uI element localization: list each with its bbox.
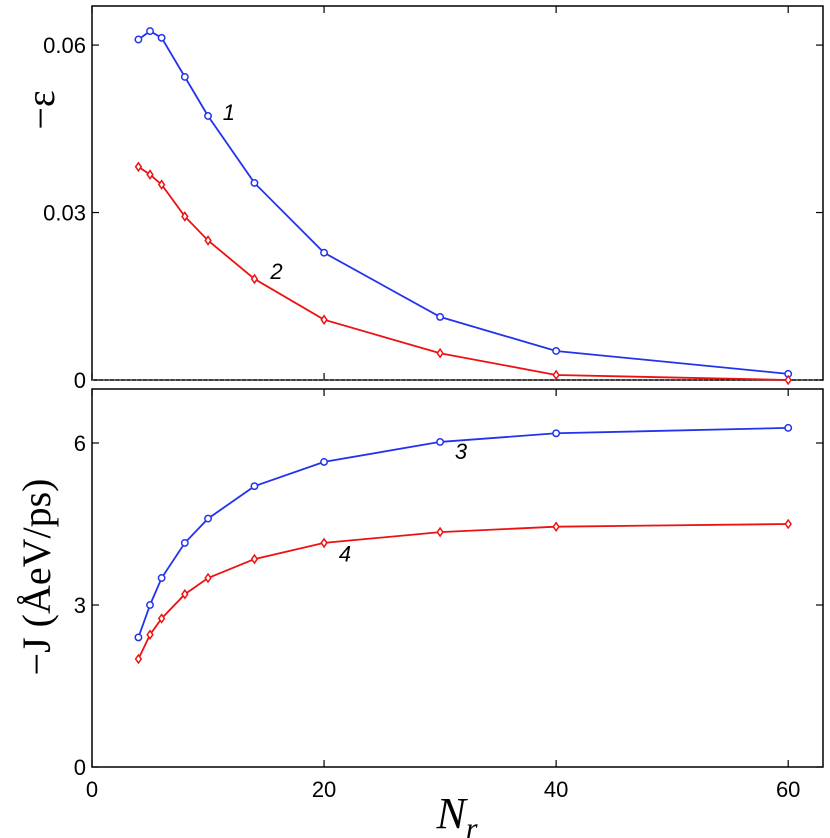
bottom-panel-ticks: 0 20 40 60 0 3 6 xyxy=(74,389,823,802)
y-tick-label: 6 xyxy=(74,431,86,456)
x-tick-label: 20 xyxy=(312,777,336,802)
bottom-panel-series xyxy=(134,423,793,665)
x-tick-label: 0 xyxy=(86,777,98,802)
series-4-point xyxy=(204,572,212,584)
series-3-point xyxy=(180,538,189,547)
series-3-point xyxy=(204,514,212,523)
series-2-point xyxy=(250,273,259,285)
top-panel-annotations: 12 xyxy=(223,100,283,284)
series-3-point xyxy=(784,423,793,432)
series-3-point xyxy=(552,429,561,438)
bottom-panel-frame xyxy=(91,388,824,768)
series-3-point xyxy=(146,601,154,609)
series-2-point xyxy=(784,374,792,386)
series-1-point xyxy=(180,72,189,81)
y-tick-label: 0.06 xyxy=(43,33,86,58)
series-2-point xyxy=(134,161,143,173)
series-1-point xyxy=(250,179,259,187)
series-2-point xyxy=(552,369,560,381)
series-2-point xyxy=(157,179,166,190)
series-2-point xyxy=(181,211,189,222)
series-4-point xyxy=(146,629,154,641)
series-1-point xyxy=(157,33,166,42)
top-y-axis-label: −ε xyxy=(18,90,63,129)
series-1-point xyxy=(320,248,329,257)
series-3-point xyxy=(157,574,166,582)
series-1-point xyxy=(204,112,212,120)
series-2-point xyxy=(436,347,444,359)
y-tick-label: 0 xyxy=(74,368,86,393)
y-tick-label: 0 xyxy=(74,755,86,780)
curve-label-3: 3 xyxy=(455,439,468,464)
bottom-panel-annotations: 34 xyxy=(339,439,468,567)
series-2-point xyxy=(146,169,154,180)
y-tick-label: 3 xyxy=(74,593,86,618)
series-3-point xyxy=(320,457,329,466)
x-axis-label: Nr xyxy=(435,789,477,838)
series-2-point xyxy=(320,314,328,326)
x-tick-label: 60 xyxy=(776,777,800,802)
y-tick-label: 0.03 xyxy=(43,201,86,226)
top-panel: 00.030.06 12 −ε xyxy=(18,5,824,393)
series-1-point xyxy=(436,312,445,321)
top-panel-series xyxy=(134,27,793,386)
x-axis-label-subscript: r xyxy=(466,812,478,838)
series-4-point xyxy=(157,613,166,624)
top-panel-frame xyxy=(91,5,824,381)
series-3-point xyxy=(250,482,259,491)
series-2-line xyxy=(137,166,789,381)
curve-label-4: 4 xyxy=(339,542,351,567)
curve-label-2: 2 xyxy=(269,259,282,284)
top-panel-ticks: 0 0.03 0.06 xyxy=(43,6,823,393)
series-4-point xyxy=(181,588,189,600)
curve-label-1: 1 xyxy=(223,100,235,125)
series-4-point xyxy=(436,526,444,538)
series-4-point xyxy=(250,553,259,565)
series-1-point xyxy=(146,27,154,36)
series-2-point xyxy=(204,235,212,246)
series-3-point xyxy=(134,633,143,642)
series-1-point xyxy=(134,35,143,44)
x-axis-label-main: N xyxy=(435,789,468,838)
series-4-line xyxy=(137,523,789,660)
series-4-point xyxy=(784,518,792,530)
series-1-line xyxy=(137,30,789,375)
series-4-point xyxy=(552,521,560,533)
series-1-point xyxy=(552,347,561,355)
series-4-point xyxy=(134,653,143,665)
bottom-y-axis-label: −J (ÅeV/ps) xyxy=(14,479,59,676)
x-tick-label: 40 xyxy=(544,777,568,802)
series-4-point xyxy=(320,537,328,549)
series-3-line xyxy=(137,426,789,638)
series-3-point xyxy=(436,437,445,446)
